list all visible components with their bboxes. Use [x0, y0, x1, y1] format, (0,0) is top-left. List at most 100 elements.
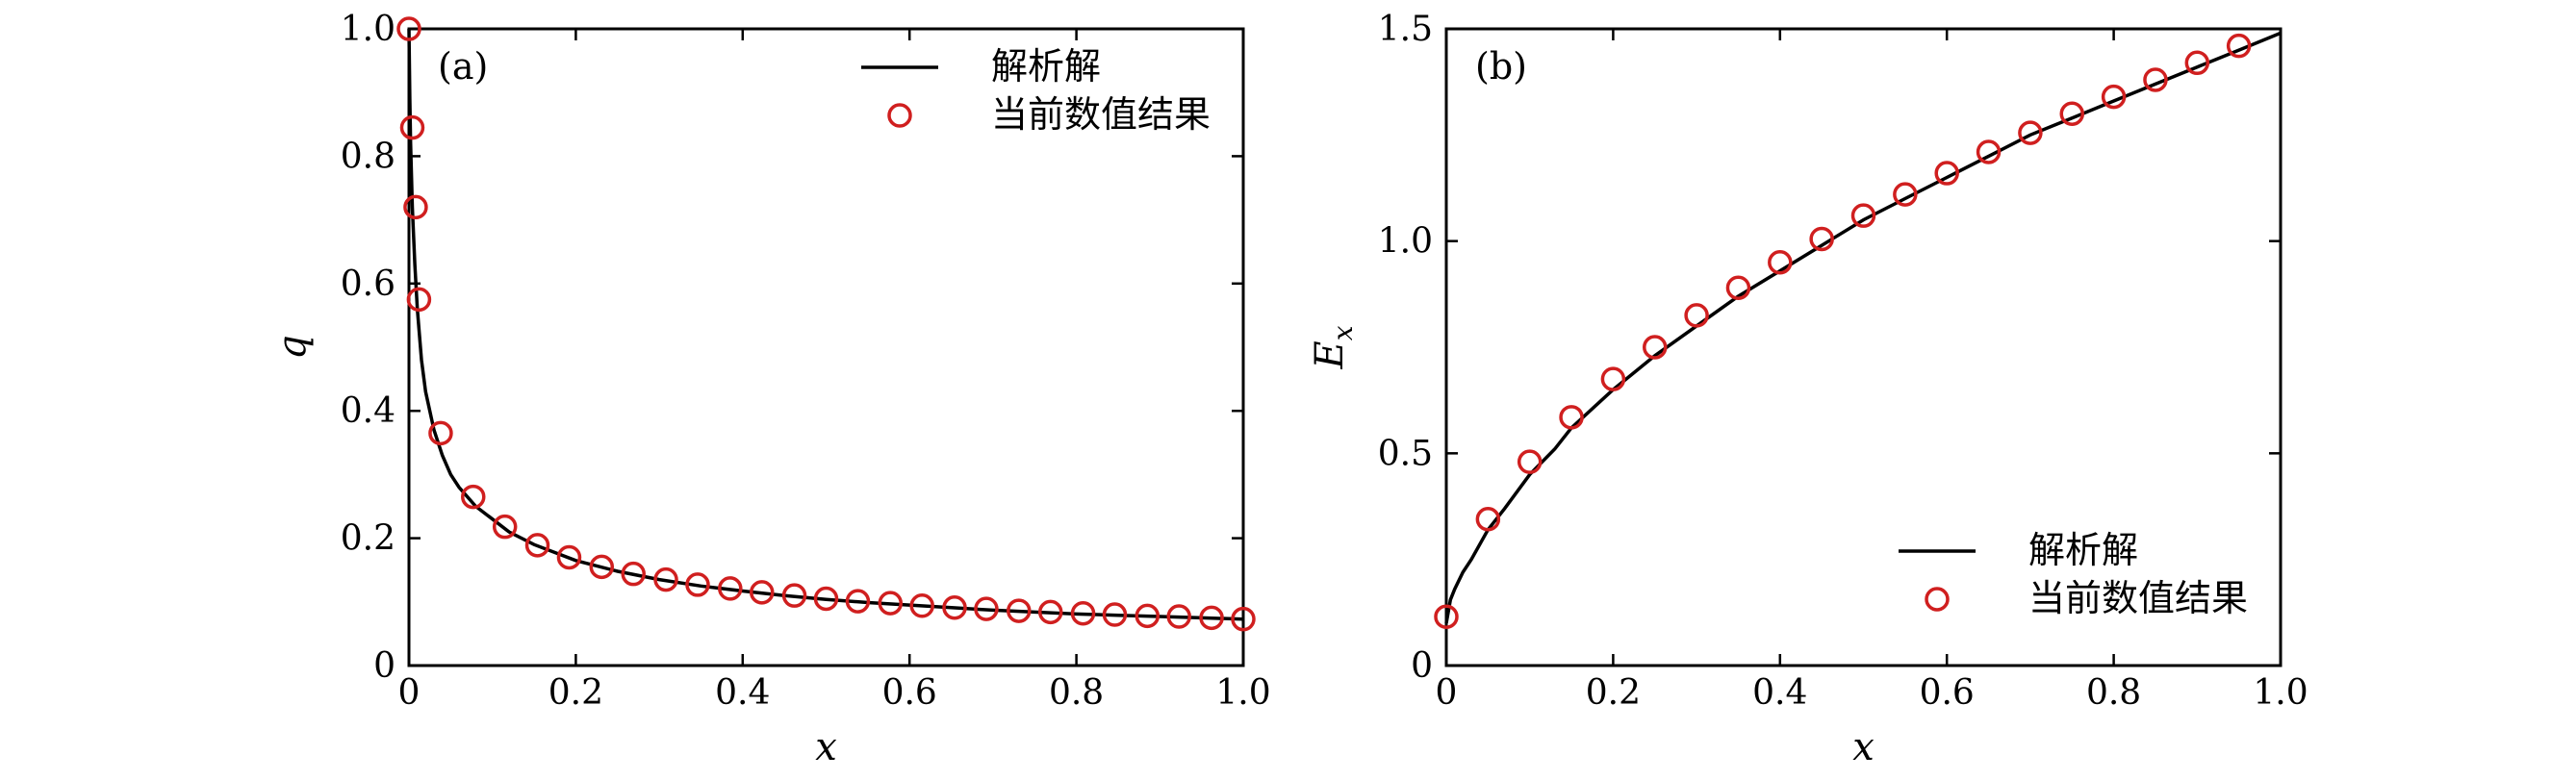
data-point-marker [1768, 249, 1793, 275]
data-point-marker [685, 572, 710, 597]
y-axis-title-main: q [270, 335, 315, 360]
analytic-curve [407, 28, 1244, 621]
numeric-series [396, 16, 1256, 632]
data-point-marker [1475, 506, 1501, 532]
analytic-curve [1444, 31, 2282, 624]
plot-frame [407, 27, 1245, 667]
y-tick-label: 0.6 [341, 264, 395, 304]
x-tick-label: 0.8 [1049, 673, 1104, 713]
legend-marker-swatch [887, 103, 912, 128]
y-tick-label: 0.4 [341, 391, 395, 431]
chart-panel-a: 0 0.2 0.4 0.6 0.8 1.0 0 0.2 0.4 0.6 0.8 1.0 x q (a) 解析解… [270, 10, 1271, 769]
data-point-marker [428, 420, 453, 446]
data-point-marker [1559, 405, 1584, 430]
data-point-marker [406, 287, 432, 313]
x-tick-label: 0.6 [882, 673, 937, 713]
data-point-marker [845, 589, 871, 614]
y-tick-label: 1.0 [1378, 222, 1433, 262]
data-point-marker [1007, 598, 1032, 623]
x-tick-label: 0.2 [548, 673, 603, 713]
data-point-marker [1934, 161, 1959, 186]
data-point-marker [1037, 599, 1063, 625]
data-point-marker [1893, 182, 1918, 207]
legend-label-analytic: 解析解 [991, 45, 1101, 88]
data-point-marker [1517, 449, 1543, 474]
analytic-series [407, 28, 1244, 621]
data-point-marker [942, 595, 967, 620]
x-tick-label: 1.0 [1215, 673, 1270, 713]
data-point-marker [1643, 335, 1668, 360]
data-point-marker [1850, 203, 1876, 228]
data-point-marker [396, 16, 421, 41]
data-point-marker [653, 566, 678, 592]
data-point-marker [2143, 67, 2168, 92]
y-axis-title: q [270, 335, 315, 360]
y-tick-label: 0.8 [341, 137, 395, 176]
data-point-marker [1725, 275, 1751, 300]
data-point-marker [1070, 600, 1096, 626]
y-tick-label: 1.5 [1378, 10, 1433, 49]
data-point-marker [2101, 84, 2127, 110]
y-tick-label: 0.2 [341, 519, 395, 559]
numeric-series [1434, 33, 2252, 629]
data-point-marker [621, 561, 646, 587]
panel-label: (b) [1475, 45, 1527, 88]
x-tick-label: 0 [1436, 673, 1458, 713]
data-point-marker [589, 554, 615, 580]
data-point-marker [909, 593, 934, 618]
data-point-marker [1809, 226, 1834, 252]
data-point-marker [1434, 604, 1459, 629]
data-point-marker [1166, 604, 1191, 629]
plot-frame [1444, 27, 2283, 667]
data-point-marker [1684, 303, 1709, 328]
data-point-marker [2059, 101, 2084, 127]
y-axis-title-main: E [1308, 340, 1352, 369]
data-point-marker [2226, 33, 2252, 59]
data-point-marker [1231, 606, 1256, 632]
data-point-marker [492, 514, 518, 540]
x-tick-label: 0.6 [1920, 673, 1975, 713]
data-point-marker [2184, 50, 2210, 76]
data-point-marker [1600, 366, 1626, 391]
y-tick-label: 1.0 [341, 10, 395, 49]
data-point-marker [974, 596, 999, 621]
x-axis-title: x [815, 725, 837, 769]
y-tick-label: 0.5 [1378, 434, 1433, 473]
y-axis-title: Ex [1308, 325, 1359, 369]
legend-label-analytic: 解析解 [2028, 529, 2138, 571]
data-point-marker [524, 533, 550, 558]
data-point-marker [403, 194, 428, 220]
analytic-series [1444, 31, 2282, 624]
data-point-marker [1199, 605, 1224, 631]
legend-marker-swatch [1925, 587, 1950, 612]
x-tick-label: 0.2 [1586, 673, 1641, 713]
x-tick-label: 0.4 [1752, 673, 1807, 713]
x-tick-label: 1.0 [2253, 673, 2308, 713]
data-point-marker [781, 583, 807, 608]
data-point-marker [556, 544, 582, 570]
data-point-marker [1102, 602, 1128, 627]
y-tick-label: 0 [1411, 646, 1433, 686]
legend-label-numeric: 当前数值结果 [991, 93, 1211, 136]
data-point-marker [718, 576, 743, 601]
legend-label-numeric: 当前数值结果 [2028, 577, 2248, 619]
data-point-marker [2018, 120, 2043, 145]
chart-panel-b: 0 0.2 0.4 0.6 0.8 1.000.51.01.5xEx(b)解析解当前数值结… [1308, 10, 2308, 769]
data-point-marker [1976, 139, 2002, 164]
x-tick-label: 0.4 [715, 673, 770, 713]
y-axis-title-subscript: x [1327, 325, 1359, 340]
data-point-marker [399, 114, 425, 140]
data-point-marker [878, 591, 904, 616]
x-tick-label: 0.8 [2086, 673, 2141, 713]
data-point-marker [749, 580, 775, 605]
data-point-marker [1135, 603, 1160, 629]
data-point-marker [461, 484, 486, 510]
data-point-marker [813, 586, 839, 612]
y-tick-label: 0 [373, 646, 395, 686]
x-axis-title: x [1852, 725, 1875, 769]
x-tick-label: 0 [398, 673, 421, 713]
panel-label: (a) [438, 45, 488, 88]
